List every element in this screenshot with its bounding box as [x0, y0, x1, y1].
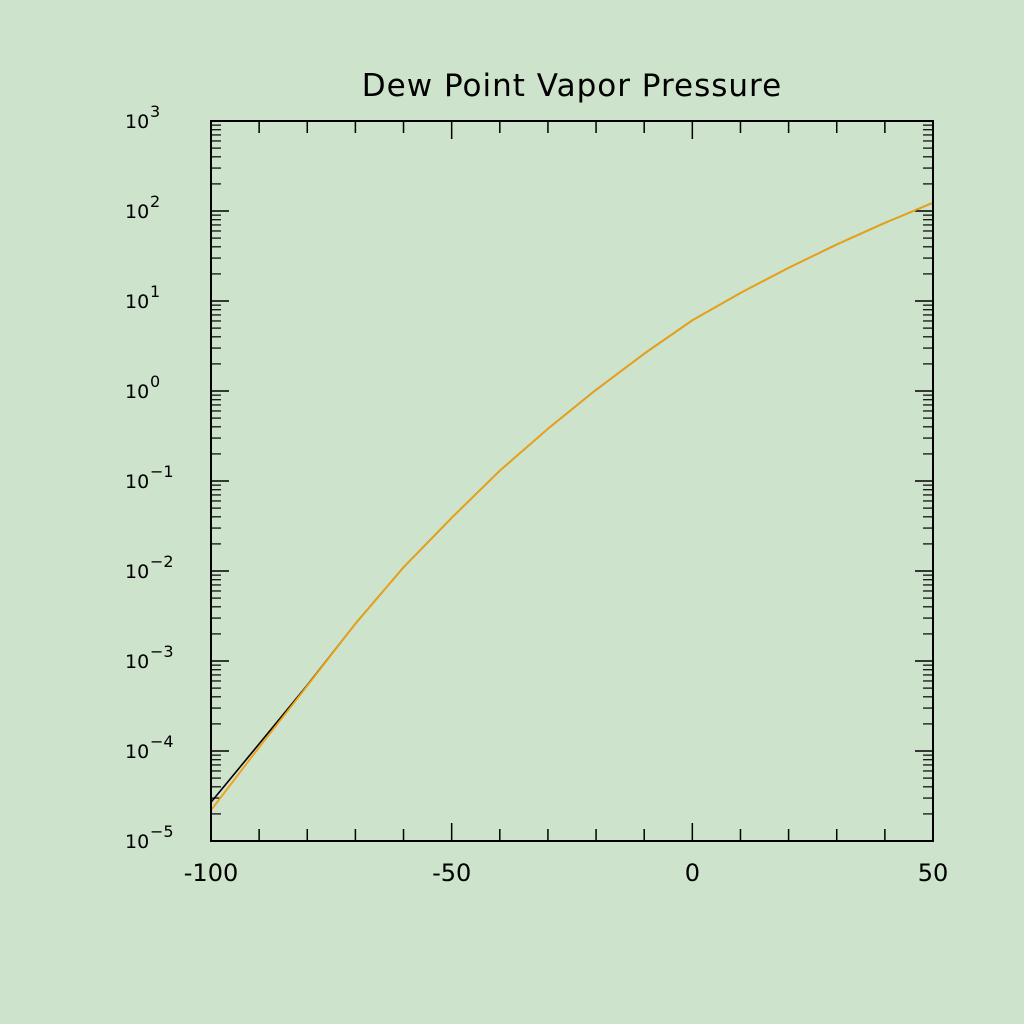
- y-tick-label: 10 2: [125, 192, 160, 223]
- y-tick-exponent: −2: [150, 552, 174, 571]
- chart-title: Dew Point Vapor Pressure: [362, 68, 782, 104]
- y-tick-exponent: −4: [150, 732, 174, 751]
- y-tick-base: 10: [125, 111, 149, 133]
- y-tick-exponent: 3: [150, 102, 160, 121]
- y-tick-label: 10 −2: [125, 552, 174, 583]
- x-tick-label: 0: [685, 859, 700, 887]
- x-tick-labels: -100 -50 0 50: [184, 859, 949, 887]
- y-tick-base: 10: [125, 471, 149, 493]
- y-tick-base: 10: [125, 201, 149, 223]
- y-tick-label: 10 −4: [125, 732, 174, 763]
- y-tick-exponent: −5: [150, 822, 174, 841]
- y-tick-base: 10: [125, 381, 149, 403]
- series-line-0: [211, 203, 933, 802]
- y-tick-label: 10 1: [125, 282, 160, 313]
- y-tick-exponent: −3: [150, 642, 174, 661]
- y-tick-exponent: 0: [150, 372, 160, 391]
- y-tick-exponent: −1: [150, 462, 174, 481]
- series-layer: [211, 203, 933, 810]
- y-tick-exponent: 2: [150, 192, 160, 211]
- y-tick-base: 10: [125, 831, 149, 853]
- x-tick-label: -100: [184, 859, 238, 887]
- y-tick-base: 10: [125, 651, 149, 673]
- x-tick-label: 50: [918, 859, 949, 887]
- y-tick-label: 10 −5: [125, 822, 174, 853]
- series-line-1: [211, 203, 933, 810]
- y-tick-exponent: 1: [150, 282, 160, 301]
- plot-frame: [211, 121, 933, 841]
- y-tick-label: 10 3: [125, 102, 160, 133]
- y-tick-base: 10: [125, 291, 149, 313]
- y-tick-label: 10 −3: [125, 642, 174, 673]
- y-tick-label: 10 0: [125, 372, 160, 403]
- y-tick-label: 10 −1: [125, 462, 174, 493]
- y-tick-base: 10: [125, 741, 149, 763]
- tick-marks: [211, 121, 933, 841]
- x-tick-label: -50: [432, 859, 471, 887]
- y-tick-base: 10: [125, 561, 149, 583]
